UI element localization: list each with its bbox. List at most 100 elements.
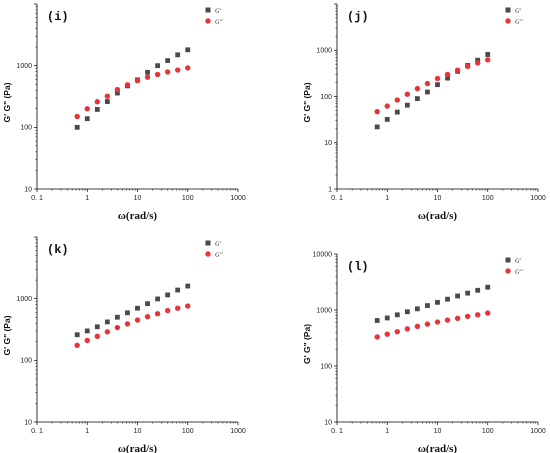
panel-label: (k): [47, 243, 69, 257]
data-point-g-double-prime: [454, 315, 461, 322]
data-point-g-prime: [374, 124, 380, 130]
legend-label-2: G": [215, 251, 223, 258]
data-point-g-double-prime: [94, 333, 101, 340]
chart-panel-4: 0. 1 1 10 100 1000 10 100 1000 10000 ω(rad/s) G' G…: [302, 251, 546, 453]
x-tick-label: 0. 1: [331, 195, 343, 202]
chart-panel-2: 0. 1 1 10 100 1000 1 10 100 1000 ω(rad/s) G' G" (P…: [302, 3, 546, 222]
x-tick-label: 100: [482, 428, 494, 435]
y-tick-label: 10: [24, 186, 32, 193]
y-axis-title: G' G" (Pa): [2, 82, 12, 122]
data-point-g-prime: [104, 319, 110, 325]
data-point-g-prime: [145, 69, 150, 75]
legend-marker-2: [205, 18, 211, 24]
data-point-g-prime: [135, 305, 140, 311]
data-point-g-double-prime: [164, 307, 171, 314]
x-tick-label: 10: [434, 428, 442, 435]
data-point-g-prime: [74, 124, 80, 130]
data-point-g-prime: [374, 318, 380, 323]
data-point-g-prime: [384, 116, 390, 122]
data-point-g-double-prime: [374, 108, 380, 115]
legend-label-1: G': [215, 7, 222, 14]
data-point-g-double-prime: [374, 334, 380, 340]
data-point-g-double-prime: [394, 97, 401, 103]
y-tick-label: 10: [24, 419, 32, 426]
y-tick-label: 100: [320, 363, 332, 370]
data-point-g-prime: [475, 287, 481, 293]
x-tick-label: 0. 1: [331, 428, 343, 435]
data-point-g-double-prime: [104, 93, 111, 99]
x-axis-title: ω(rad/s): [418, 210, 458, 222]
data-point-g-double-prime: [74, 113, 80, 120]
data-point-g-double-prime: [454, 67, 461, 73]
data-point-g-prime: [155, 296, 161, 302]
data-point-g-double-prime: [124, 321, 131, 327]
data-point-g-double-prime: [185, 303, 191, 309]
data-point-g-double-prime: [154, 311, 161, 317]
y-tick-label: 1: [328, 186, 332, 193]
data-point-g-double-prime: [394, 328, 401, 335]
data-point-g-double-prime: [84, 106, 90, 112]
x-tick-label: 0. 1: [31, 195, 43, 202]
y-tick-label: 1000: [16, 296, 32, 303]
data-point-g-double-prime: [154, 71, 161, 78]
data-point-g-double-prime: [444, 71, 451, 78]
y-tick-label: 100: [20, 125, 32, 132]
y-tick-label: 10: [324, 419, 332, 426]
y-tick-label: 1000: [16, 63, 32, 70]
x-tick-label: 1000: [230, 195, 246, 202]
data-point-g-prime: [435, 82, 440, 88]
data-point-g-prime: [185, 47, 191, 53]
data-point-g-double-prime: [434, 75, 441, 82]
data-point-g-double-prime: [134, 78, 141, 84]
data-point-g-double-prime: [74, 342, 80, 349]
x-tick-label: 1000: [530, 428, 546, 435]
legend-label-2: G": [515, 18, 523, 25]
x-tick-label: 100: [182, 428, 194, 435]
data-point-g-double-prime: [114, 86, 121, 93]
y-tick-label: 1000: [316, 307, 332, 314]
data-point-g-double-prime: [94, 99, 101, 105]
data-point-g-prime: [485, 284, 491, 290]
legend-label-2: G": [515, 268, 523, 275]
x-tick-label: 10: [134, 195, 142, 202]
y-tick-label: 10: [324, 140, 332, 147]
x-tick-label: 1: [85, 195, 89, 202]
legend-label-1: G': [215, 240, 222, 247]
y-axis-title: G' G" (Pa): [2, 315, 12, 355]
data-point-g-double-prime: [434, 319, 441, 325]
data-point-g-double-prime: [424, 321, 431, 327]
data-point-g-double-prime: [84, 337, 90, 344]
data-point-g-prime: [155, 63, 161, 69]
data-point-g-prime: [94, 324, 100, 330]
legend-marker-2: [205, 251, 211, 257]
data-point-g-prime: [404, 102, 410, 108]
data-point-g-double-prime: [164, 69, 171, 75]
data-point-g-prime: [175, 287, 181, 293]
data-point-g-prime: [165, 58, 171, 63]
data-point-g-double-prime: [414, 323, 421, 330]
data-point-g-prime: [114, 90, 120, 96]
x-tick-label: 1: [85, 428, 89, 435]
data-point-g-double-prime: [464, 313, 471, 320]
data-point-g-prime: [384, 315, 390, 321]
data-point-g-prime: [455, 293, 461, 299]
data-point-g-prime: [104, 99, 110, 104]
data-point-g-double-prime: [485, 310, 491, 316]
data-point-g-double-prime: [114, 324, 121, 331]
x-tick-label: 100: [482, 195, 494, 202]
x-axis-title: ω(rad/s): [418, 443, 458, 453]
x-tick-label: 100: [182, 195, 194, 202]
data-point-g-double-prime: [475, 312, 481, 318]
legend-marker-2: [505, 18, 511, 24]
legend-marker-1: [505, 257, 511, 263]
data-point-g-double-prime: [424, 80, 431, 87]
data-point-g-prime: [425, 89, 430, 95]
x-axis-title: ω(rad/s): [118, 210, 158, 222]
data-point-g-double-prime: [104, 329, 111, 335]
panel-label: (j): [347, 10, 369, 24]
data-point-g-prime: [475, 57, 481, 63]
data-point-g-prime: [145, 301, 150, 307]
y-tick-label: 10000: [313, 251, 333, 258]
data-point-g-prime: [84, 116, 90, 122]
